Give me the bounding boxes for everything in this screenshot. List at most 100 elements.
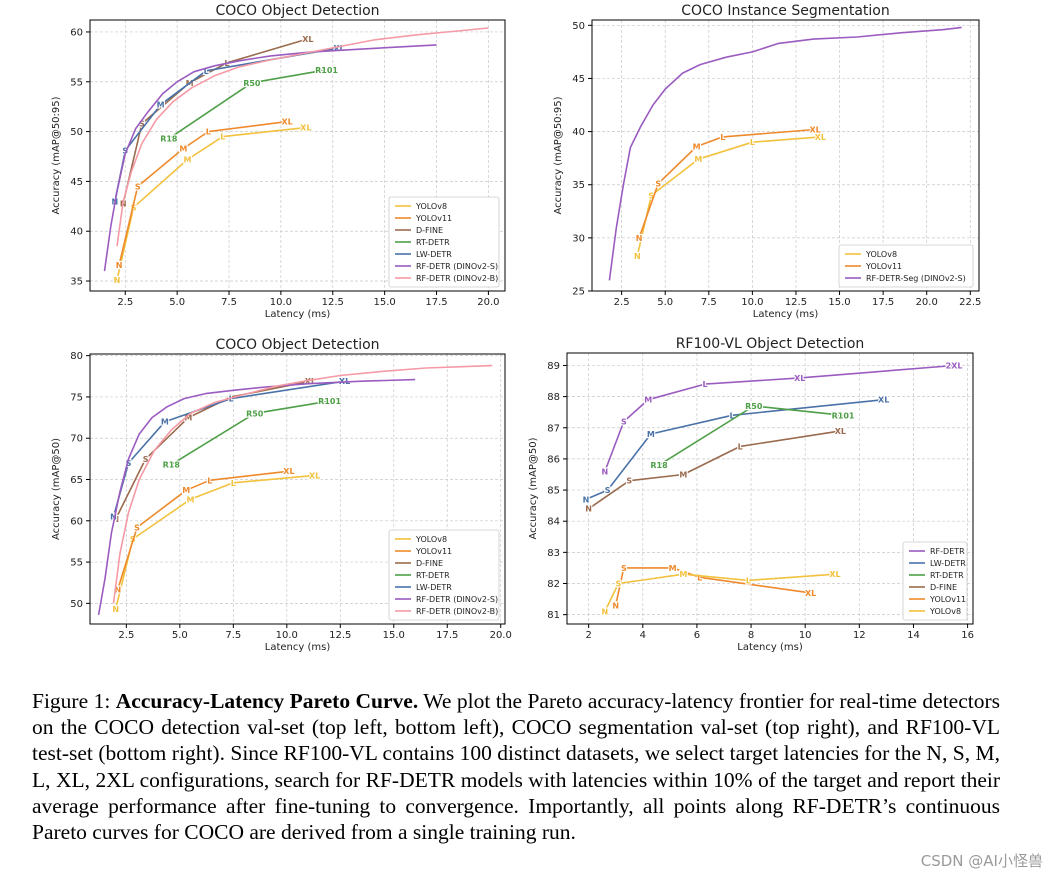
point-label: XL: [283, 467, 294, 476]
legend-entry: D-FINE: [930, 583, 957, 592]
legend: YOLOv8 YOLOv11 RF-DETR-Seg (DINOv2-S): [838, 244, 974, 288]
caption-body: We plot the Pareto accuracy-latency fron…: [32, 689, 1001, 845]
legend-entry: YOLOv8: [929, 607, 961, 616]
point-label: L: [697, 573, 702, 582]
series-yolov11: N S M L XL: [115, 117, 294, 272]
point-label: N: [112, 515, 119, 524]
legend-box: [388, 196, 500, 288]
point-label: XL: [829, 570, 840, 579]
series-line: [103, 44, 437, 272]
series-yolov8: N S M L XL: [633, 132, 827, 262]
legend: YOLOv8 YOLOv11 D-FINE RT-DETR LW-DETR RF-DETR…: [388, 196, 500, 288]
series-rt-detr: R18 R50 R101: [159, 65, 339, 145]
point-label: R50: [243, 79, 261, 88]
x-tick-label: 17.5: [436, 630, 458, 641]
point-label: R101: [315, 66, 338, 75]
legend-entry: LW-DETR: [416, 583, 452, 592]
x-axis-label: Latency (ms): [265, 309, 331, 320]
plot-frame: [89, 19, 506, 292]
point-label: M: [647, 430, 655, 439]
x-tick-label: 2: [585, 630, 591, 641]
y-tick-label: 89: [547, 361, 560, 372]
series-rf-detr-dinov2-b: [112, 364, 493, 604]
x-tick-label: 2.5: [118, 630, 134, 641]
point-label: M: [679, 570, 687, 579]
y-tick-label: 35: [572, 180, 585, 191]
legend-entry: RF-DETR: [930, 547, 965, 556]
point-label: N: [116, 261, 123, 270]
point-label: XL: [815, 133, 826, 142]
y-tick-label: 45: [572, 74, 585, 85]
point-label: M: [693, 142, 701, 151]
legend-entry: YOLOv8: [415, 535, 447, 544]
series-rt-detr: R18 R50 R101: [162, 396, 343, 471]
point-label: XL: [305, 377, 316, 386]
legend-box: [902, 541, 968, 621]
point-label: 2XL: [946, 361, 963, 370]
x-tick-label: 5.0: [169, 297, 185, 308]
x-tick-label: 10.0: [741, 297, 763, 308]
y-tick-label: 80: [70, 351, 83, 362]
point-label: S: [605, 486, 611, 495]
chart-coco-instance-segmentation: COCO Instance Segmentation 2.5 5.0 7.5 10.0 1…: [553, 3, 981, 320]
chart-rf100vl-detection: RF100-VL Object Detection 2 4 6 8 10 12 14 16 81 8…: [528, 336, 974, 653]
series-yolov11: N S M L XL: [635, 124, 822, 244]
grid: [567, 353, 973, 624]
series-line: [114, 380, 311, 520]
point-label: S: [135, 182, 141, 191]
x-tick-label: 17.5: [872, 297, 894, 308]
point-label: M: [184, 414, 192, 423]
point-label: S: [621, 418, 627, 427]
plot-frame: [591, 19, 980, 292]
point-label: L: [206, 128, 211, 137]
point-label: M: [182, 486, 190, 495]
series-line: [116, 126, 306, 281]
point-label: M: [161, 418, 169, 427]
caption-title: Accuracy-Latency Pareto Curve.: [115, 689, 419, 713]
x-axis-label: Latency (ms): [753, 309, 819, 320]
point-label: S: [134, 523, 140, 532]
point-label: XL: [281, 118, 292, 127]
x-tick-label: 10: [799, 630, 812, 641]
point-label: S: [143, 455, 149, 464]
series-rf-detr-dinov2-s: [97, 378, 416, 616]
chart-coco-detection-map50: COCO Object Detection 2.5 5.0 7.5 10.0 12.5 15…: [51, 337, 512, 653]
y-tick-label: 88: [547, 392, 560, 403]
point-label: M: [184, 155, 192, 164]
x-tick-label: 4: [640, 630, 646, 641]
point-label: R50: [246, 409, 264, 418]
y-tick-label: 83: [547, 548, 560, 559]
legend-box: [388, 529, 500, 621]
point-label: L: [220, 133, 225, 142]
y-tick-label: 75: [70, 392, 83, 403]
series-yolov8: N S M L XL: [113, 123, 313, 287]
y-tick-label: 81: [547, 610, 560, 621]
legend-entry: YOLOv11: [415, 214, 452, 223]
legend: RF-DETR LW-DETR RT-DETR D-FINE YOLOv11 YOLOv8: [902, 541, 968, 621]
point-label: L: [231, 479, 236, 488]
point-label: N: [114, 276, 121, 285]
point-label: N: [602, 608, 609, 617]
point-label: M: [644, 396, 652, 405]
series-d-fine: N S M L XL: [584, 426, 847, 515]
point-label: M: [179, 145, 187, 154]
x-tick-label: 5.0: [657, 297, 673, 308]
point-label: XL: [805, 589, 816, 598]
series-line: [614, 567, 811, 606]
chart-title: RF100-VL Object Detection: [676, 336, 865, 352]
x-tick-label: 7.5: [701, 297, 717, 308]
chart-title: COCO Instance Segmentation: [681, 3, 889, 19]
y-tick-label: 84: [547, 517, 560, 528]
x-axis-label: Latency (ms): [265, 642, 331, 653]
y-tick-label: 65: [70, 475, 83, 486]
series-rf-detr-seg-dinov2-s: [608, 26, 962, 281]
y-axis-label: Accuracy (mAP@50:95): [553, 96, 564, 214]
x-tick-label: 5.0: [172, 630, 188, 641]
plot-frame: [89, 353, 506, 625]
series-line: [585, 398, 884, 501]
series-line: [608, 26, 962, 281]
point-label: XL: [794, 374, 805, 383]
y-tick-label: 50: [70, 599, 83, 610]
x-tick-label: 12.5: [785, 297, 807, 308]
series-line: [116, 27, 489, 247]
